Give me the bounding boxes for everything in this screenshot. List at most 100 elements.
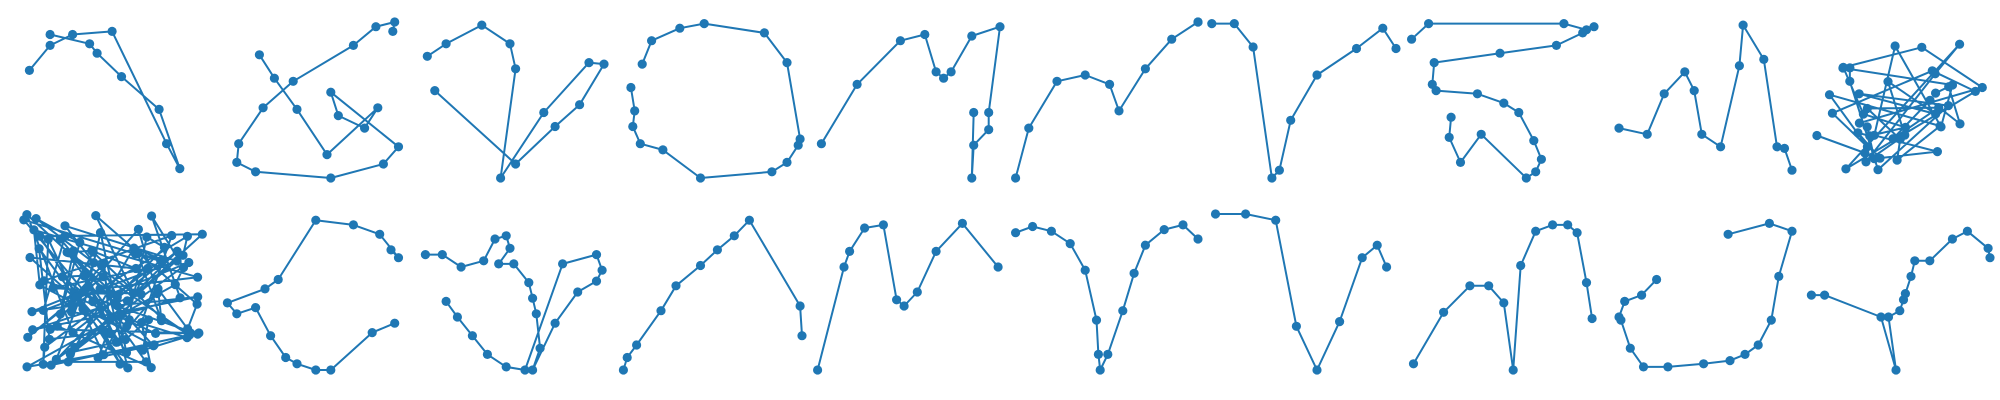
data-point — [390, 318, 400, 328]
data-point — [378, 159, 388, 169]
data-point — [630, 106, 640, 116]
data-point — [1876, 312, 1886, 322]
data-point — [1193, 234, 1203, 244]
data-point — [158, 255, 168, 265]
data-point — [467, 331, 477, 341]
data-point — [147, 211, 157, 221]
data-point — [43, 234, 53, 244]
data-point — [1936, 122, 1946, 132]
data-point — [1638, 362, 1649, 372]
data-point — [172, 256, 182, 266]
data-point — [1080, 265, 1090, 275]
data-point — [852, 79, 862, 89]
data-point — [1312, 70, 1322, 80]
data-point — [969, 107, 979, 118]
data-point — [1723, 229, 1733, 239]
data-point — [183, 324, 193, 334]
data-point — [1572, 228, 1582, 238]
data-point — [1970, 86, 1980, 96]
series-line — [425, 234, 604, 371]
data-point — [528, 293, 538, 303]
subplot-10 — [1812, 39, 1987, 175]
data-point — [1529, 136, 1539, 146]
data-point — [1925, 95, 1935, 105]
data-point — [98, 325, 108, 335]
data-point — [482, 349, 492, 359]
data-point — [531, 309, 541, 319]
data-point — [258, 103, 268, 113]
data-point — [501, 362, 511, 372]
subplot-3 — [422, 20, 609, 183]
data-point — [509, 259, 519, 269]
data-point — [1812, 130, 1822, 141]
data-point — [311, 365, 321, 375]
data-point — [151, 328, 161, 338]
data-point — [490, 234, 500, 244]
data-point — [1508, 365, 1518, 375]
data-point — [584, 58, 594, 68]
data-point — [878, 220, 889, 230]
data-point — [1382, 262, 1392, 272]
data-point — [1378, 23, 1388, 33]
data-point — [539, 107, 549, 118]
data-point — [64, 248, 74, 258]
data-point — [1581, 278, 1592, 288]
data-point — [1248, 42, 1258, 52]
data-point — [129, 243, 139, 253]
data-point — [162, 139, 172, 149]
data-point — [292, 104, 302, 114]
subplot-9 — [1614, 20, 1797, 175]
data-point — [993, 262, 1003, 272]
data-point — [632, 340, 642, 350]
series-line — [622, 219, 803, 371]
data-point — [1114, 106, 1124, 116]
data-point — [182, 333, 192, 343]
data-point — [1845, 63, 1855, 73]
data-point — [326, 365, 336, 375]
data-point — [1892, 155, 1902, 165]
data-point — [1587, 313, 1597, 324]
data-point — [599, 59, 609, 69]
data-point — [193, 272, 203, 282]
data-point — [957, 218, 968, 228]
data-point — [326, 87, 336, 97]
data-point — [1024, 123, 1034, 133]
data-point — [348, 220, 358, 230]
data-point — [131, 263, 141, 274]
data-point — [635, 139, 645, 149]
data-point — [1516, 260, 1526, 271]
data-point — [175, 164, 185, 174]
data-point — [138, 345, 148, 355]
data-point — [79, 271, 89, 281]
data-point — [1900, 130, 1910, 140]
data-point — [622, 352, 632, 363]
data-point — [1095, 365, 1105, 375]
data-point — [1514, 107, 1524, 118]
data-point — [1080, 70, 1090, 80]
data-point — [550, 318, 560, 328]
data-point — [1875, 153, 1885, 163]
subplot-13 — [420, 231, 607, 375]
data-point — [675, 23, 685, 33]
data-point — [524, 278, 534, 288]
data-point — [251, 167, 261, 177]
data-point — [40, 342, 50, 352]
data-point — [628, 121, 638, 132]
data-point — [1764, 218, 1774, 228]
subplot-4 — [626, 19, 805, 183]
data-point — [505, 243, 515, 253]
data-point — [782, 58, 792, 68]
data-point — [333, 111, 343, 121]
data-point — [1787, 165, 1797, 175]
data-point — [175, 293, 185, 303]
data-point — [107, 26, 117, 36]
data-point — [967, 173, 977, 183]
data-point — [637, 59, 647, 69]
data-point — [63, 357, 73, 367]
data-point — [60, 221, 70, 231]
data-point — [647, 36, 657, 46]
data-point — [1207, 19, 1217, 29]
data-point — [38, 305, 48, 315]
data-point — [128, 288, 138, 298]
data-point — [1129, 268, 1139, 278]
